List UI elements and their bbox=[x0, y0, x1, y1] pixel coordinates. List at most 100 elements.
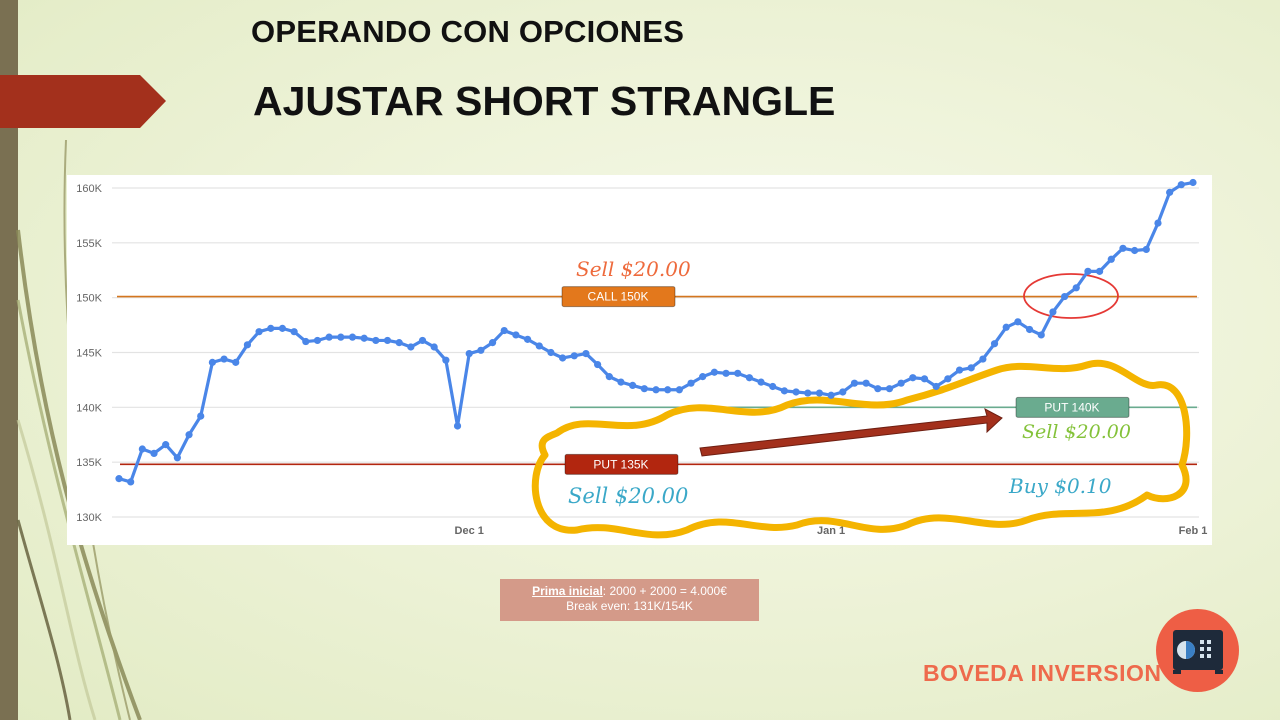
price-point bbox=[652, 386, 660, 394]
y-tick-label: 140K bbox=[76, 402, 102, 414]
y-tick-label: 135K bbox=[76, 457, 102, 469]
price-point bbox=[850, 379, 859, 387]
highlight-scribble bbox=[531, 359, 1191, 539]
chart-svg: 130K 135K 140K 145K 150K 155K 160K Dec 1 Jan 1 F… bbox=[76, 178, 1208, 539]
price-point bbox=[127, 478, 135, 486]
price-point bbox=[115, 475, 123, 483]
price-point bbox=[1037, 331, 1045, 339]
strike-label: PUT 140K bbox=[1044, 400, 1099, 414]
strike-label: PUT 135K bbox=[593, 457, 648, 471]
price-point bbox=[1049, 308, 1057, 316]
price-point bbox=[325, 333, 333, 341]
price-point bbox=[360, 334, 368, 342]
premium-info-box: Prima inicial: 2000 + 2000 = 4.000€ Brea… bbox=[500, 579, 759, 621]
price-point bbox=[278, 324, 287, 332]
price-point bbox=[208, 358, 216, 366]
price-point bbox=[769, 382, 777, 391]
breakout-circle bbox=[1023, 273, 1119, 319]
price-point bbox=[582, 349, 590, 358]
price-point bbox=[313, 336, 322, 345]
price-point bbox=[722, 369, 730, 377]
price-point bbox=[1154, 219, 1162, 227]
price-point bbox=[442, 356, 450, 364]
price-point bbox=[453, 422, 462, 430]
price-point bbox=[477, 346, 485, 354]
handwritten-annotation: Sell $20.00 bbox=[576, 257, 691, 281]
y-tick-label: 160K bbox=[76, 183, 102, 195]
price-point bbox=[955, 366, 964, 374]
price-point bbox=[699, 373, 707, 381]
price-point bbox=[909, 374, 917, 382]
y-tick-label: 150K bbox=[76, 293, 102, 305]
price-point bbox=[1142, 245, 1150, 254]
price-point bbox=[664, 386, 672, 394]
info-line1: : 2000 + 2000 = 4.000€ bbox=[602, 584, 727, 598]
handwritten-annotations: Sell $20.00 Sell $20.00 Sell $20.00 Buy $0.… bbox=[531, 257, 1191, 539]
price-point bbox=[523, 335, 532, 343]
price-point bbox=[827, 391, 835, 399]
price-point bbox=[1119, 244, 1127, 252]
x-tick-label: Dec 1 bbox=[455, 525, 484, 537]
price-point bbox=[559, 354, 567, 362]
price-point bbox=[874, 385, 882, 393]
price-point bbox=[173, 454, 181, 462]
price-point bbox=[1096, 267, 1104, 275]
price-point bbox=[290, 328, 298, 336]
handwritten-annotation: Buy $0.10 bbox=[1008, 474, 1112, 498]
price-point bbox=[734, 369, 742, 377]
strike-label: CALL 150K bbox=[588, 290, 649, 304]
price-point bbox=[780, 387, 789, 395]
price-point bbox=[710, 368, 718, 376]
price-point bbox=[430, 343, 438, 351]
x-tick-label: Jan 1 bbox=[817, 525, 845, 537]
price-point bbox=[1072, 284, 1080, 292]
strike-labels: CALL 150K PUT 140K PUT 135K bbox=[561, 286, 1130, 475]
info-line2: Break even: 131K/154K bbox=[566, 599, 693, 613]
price-point bbox=[383, 336, 392, 345]
price-point bbox=[967, 364, 975, 372]
price-point bbox=[640, 385, 648, 393]
price-point bbox=[757, 378, 765, 386]
price-point bbox=[512, 331, 520, 339]
slide-title: AJUSTAR SHORT STRANGLE bbox=[253, 78, 836, 124]
strike-label-box bbox=[564, 453, 679, 475]
price-point bbox=[1060, 292, 1069, 301]
price-point bbox=[150, 449, 158, 457]
price-series bbox=[115, 178, 1197, 486]
price-point bbox=[1002, 323, 1010, 331]
price-point bbox=[162, 441, 170, 449]
price-point bbox=[605, 373, 613, 381]
price-point bbox=[792, 388, 800, 396]
strike-label-box bbox=[1015, 396, 1130, 418]
handwritten-annotation: Sell $20.00 bbox=[1022, 421, 1131, 443]
price-point bbox=[500, 326, 508, 335]
price-chart: 130K 135K 140K 145K 150K 155K 160K Dec 1 Jan 1 F… bbox=[67, 175, 1212, 545]
brand-name: BOVEDA INVERSION bbox=[923, 660, 1162, 686]
price-point bbox=[1131, 246, 1139, 255]
price-point bbox=[407, 343, 415, 351]
price-point bbox=[804, 389, 812, 397]
x-tick-labels: Dec 1 Jan 1 Feb 1 bbox=[455, 525, 1208, 537]
price-point bbox=[897, 379, 905, 387]
price-point bbox=[745, 374, 753, 382]
price-point bbox=[372, 336, 380, 345]
price-point bbox=[395, 339, 403, 347]
price-point bbox=[932, 382, 940, 391]
price-point bbox=[1107, 255, 1115, 263]
price-point bbox=[138, 445, 146, 453]
safe-logo-icon bbox=[1156, 609, 1239, 692]
price-point bbox=[629, 381, 637, 389]
price-point bbox=[990, 340, 999, 348]
info-label: Prima inicial bbox=[532, 584, 603, 598]
handwritten-annotation: Sell $20.00 bbox=[568, 484, 688, 508]
price-point bbox=[687, 379, 695, 387]
roll-arrow-icon bbox=[699, 408, 1003, 457]
y-tick-label: 155K bbox=[76, 238, 102, 250]
price-point bbox=[675, 386, 683, 394]
price-point bbox=[570, 352, 578, 360]
price-point bbox=[465, 349, 473, 358]
price-point bbox=[197, 412, 205, 420]
strike-label-box bbox=[561, 286, 676, 308]
price-point bbox=[185, 431, 193, 439]
left-accent-bar bbox=[0, 0, 18, 720]
